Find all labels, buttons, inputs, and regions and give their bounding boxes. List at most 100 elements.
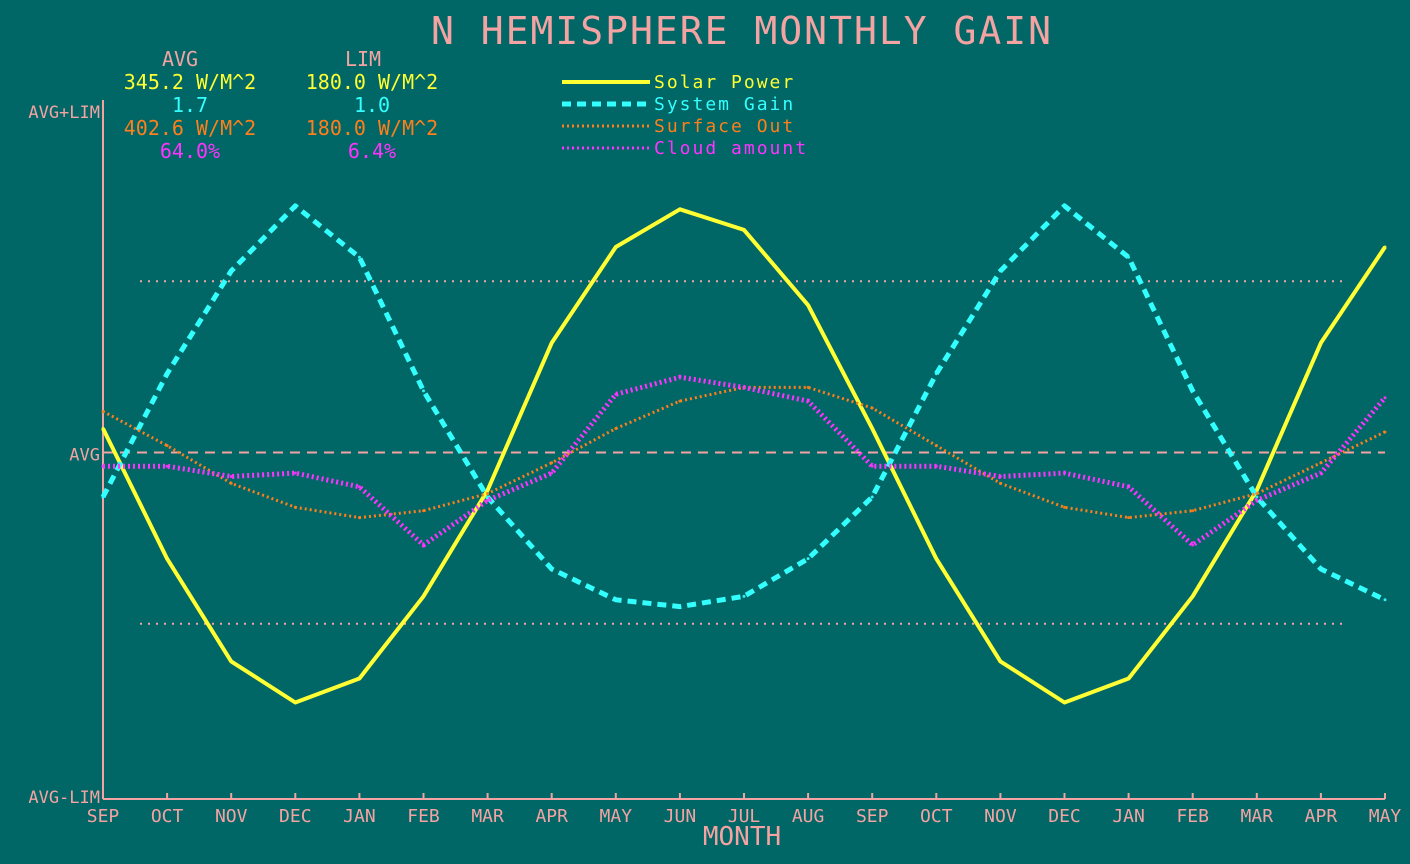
series-1-point-12 [870, 495, 874, 499]
x-tick-label-16: JAN [1112, 806, 1145, 827]
series-0-point-0 [101, 427, 105, 431]
series-1-point-7 [550, 567, 554, 571]
series-2-point-16 [1127, 516, 1131, 520]
series-3-point-13 [934, 464, 938, 468]
stats-avg-0: 345.2 W/M^2 [124, 70, 256, 94]
x-tick-label-18: MAR [1241, 806, 1274, 827]
series-3-point-8 [614, 392, 618, 396]
series-2-point-5 [422, 509, 425, 513]
series-1-point-5 [422, 389, 425, 393]
series-3-point-16 [1127, 485, 1131, 489]
series-0-point-7 [550, 341, 554, 345]
legend-label-2: Surface Out [654, 116, 795, 137]
series-3-point-15 [1063, 471, 1066, 475]
series-1-point-4 [357, 255, 361, 259]
x-tick-label-0: SEP [87, 806, 120, 827]
stats-lim-0: 180.0 W/M^2 [306, 70, 438, 94]
y-tick-label-0: AVG+LIM [28, 103, 100, 123]
series-1-point-10 [742, 594, 746, 598]
y-tick-label-2: AVG-LIM [28, 788, 100, 808]
x-tick-label-19: APR [1305, 806, 1338, 827]
series-3-point-3 [293, 471, 297, 475]
stats-avg-2: 402.6 W/M^2 [124, 116, 256, 140]
series-2-point-4 [357, 516, 361, 520]
x-tick-label-10: JUL [728, 806, 761, 827]
x-tick-label-5: FEB [407, 806, 440, 827]
series-1-point-9 [678, 605, 682, 609]
series-0-point-13 [934, 557, 938, 561]
series-2-point-12 [870, 406, 874, 410]
x-tick-label-20: MAY [1369, 806, 1402, 827]
x-tick-label-17: FEB [1176, 806, 1209, 827]
series-0-point-20 [1383, 245, 1387, 249]
series-1-point-14 [998, 269, 1002, 273]
stats-lim-1: 1.0 [354, 93, 390, 117]
series-0-point-8 [614, 245, 618, 249]
series-1-point-8 [614, 598, 618, 602]
series-2-point-11 [806, 385, 810, 389]
legend-label-0: Solar Power [654, 72, 795, 93]
x-tick-label-9: JUN [664, 806, 697, 827]
stats-avg-1: 1.7 [172, 93, 208, 117]
series-2-point-15 [1063, 505, 1066, 509]
series-0-point-2 [229, 659, 233, 663]
x-tick-label-3: DEC [279, 806, 312, 827]
x-tick-label-6: MAR [471, 806, 504, 827]
series-0-point-1 [165, 557, 169, 561]
series-0-point-15 [1063, 701, 1066, 705]
series-1-point-0 [101, 495, 105, 499]
series-2-point-17 [1191, 509, 1195, 513]
y-tick-label-1: AVG [69, 446, 100, 466]
legend-label-1: System Gain [654, 94, 795, 115]
series-3-point-18 [1255, 498, 1259, 502]
series-1-point-15 [1063, 204, 1066, 208]
series-1-point-17 [1191, 389, 1195, 393]
series-2-point-20 [1383, 430, 1387, 434]
series-0-point-5 [422, 594, 425, 598]
series-2-point-9 [678, 399, 682, 403]
series-1-point-2 [229, 269, 233, 273]
x-tick-label-15: DEC [1048, 806, 1081, 827]
series-3-point-4 [357, 485, 361, 489]
chart-title: N HEMISPHERE MONTHLY GAIN [431, 9, 1053, 53]
x-tick-label-4: JAN [343, 806, 376, 827]
series-0-point-10 [742, 228, 746, 232]
stats-avg-3: 64.0% [160, 139, 220, 163]
series-3-point-14 [998, 474, 1002, 478]
series-2-point-18 [1255, 492, 1259, 496]
series-1-point-20 [1383, 598, 1387, 602]
series-1-point-1 [165, 372, 169, 376]
series-0-point-9 [678, 207, 682, 211]
series-3-point-11 [806, 399, 810, 403]
stats-lim-2: 180.0 W/M^2 [306, 116, 438, 140]
series-line-1 [100, 203, 1387, 610]
series-2-point-7 [550, 461, 554, 465]
series-0-point-12 [870, 427, 874, 431]
series-3-point-1 [165, 464, 169, 468]
series-2-point-1 [165, 444, 169, 448]
x-tick-label-2: NOV [215, 806, 248, 827]
series-1-point-18 [1255, 495, 1259, 499]
stats-header-avg: AVG [162, 47, 198, 71]
series-3-point-20 [1383, 396, 1387, 400]
series-1-point-16 [1127, 255, 1131, 259]
series-1-point-19 [1319, 567, 1323, 571]
x-tick-label-12: SEP [856, 806, 889, 827]
series-0-point-19 [1319, 341, 1323, 345]
series-3-point-10 [742, 385, 746, 389]
series-1-point-13 [934, 372, 938, 376]
series-3-point-12 [870, 464, 874, 468]
series-3-point-2 [229, 474, 233, 478]
x-tick-label-14: NOV [984, 806, 1017, 827]
series-0-point-17 [1191, 594, 1195, 598]
x-tick-label-7: APR [535, 806, 568, 827]
series-0-point-16 [1127, 677, 1131, 681]
series-2-point-3 [293, 505, 297, 509]
series-0-point-3 [293, 701, 297, 705]
series-line-3 [103, 374, 1387, 548]
series-0-point-6 [486, 488, 490, 492]
x-tick-label-13: OCT [920, 806, 953, 827]
series-0-point-11 [806, 303, 810, 307]
